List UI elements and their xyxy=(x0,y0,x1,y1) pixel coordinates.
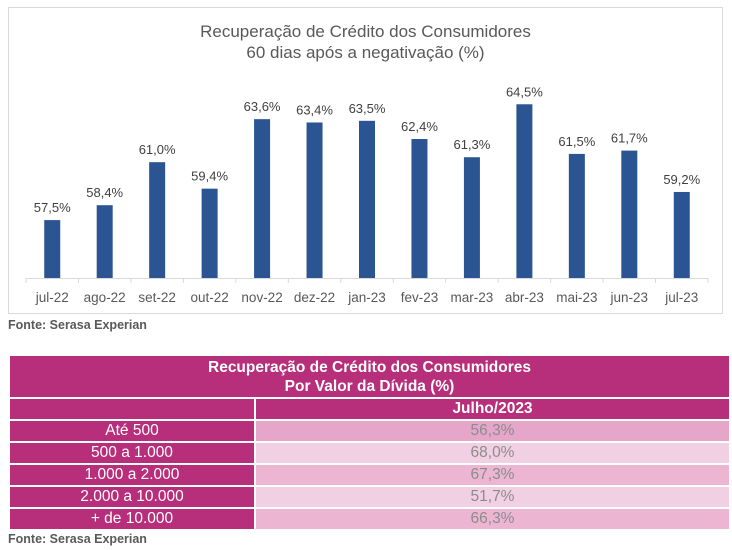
bar-ago-22 xyxy=(96,205,113,278)
row-label: Até 500 xyxy=(8,419,256,443)
data-label: 58,4% xyxy=(86,185,123,200)
table-corner-cell xyxy=(8,397,256,421)
bar-jul-23 xyxy=(673,191,690,278)
x-tick-label: jun-23 xyxy=(610,290,649,305)
bar-out-22 xyxy=(201,188,218,278)
bar-mai-23 xyxy=(568,153,585,278)
x-tick-label: nov-22 xyxy=(241,290,282,305)
data-label: 61,5% xyxy=(558,134,595,149)
bar-jan-23 xyxy=(359,120,375,279)
chart-title-line1: Recuperação de Crédito dos Consumidores xyxy=(200,22,531,41)
table-title-line2: Por Valor da Dívida (%) xyxy=(284,377,455,395)
x-tick-label: ago-22 xyxy=(84,290,126,305)
x-tick-label: abr-23 xyxy=(505,290,544,305)
bar-dez-22 xyxy=(306,122,323,279)
bar-abr-23 xyxy=(516,104,533,278)
chart-title: Recuperação de Crédito dos Consumidores … xyxy=(9,21,722,63)
x-tick-label: dez-22 xyxy=(294,290,335,305)
table-row: 500 a 1.000 68,0% xyxy=(8,441,731,465)
x-tick-label: jan-23 xyxy=(347,290,386,305)
row-label: 500 a 1.000 xyxy=(8,441,256,465)
data-label: 62,4% xyxy=(401,119,438,134)
data-label: 63,4% xyxy=(296,102,333,117)
row-value: 66,3% xyxy=(254,507,731,531)
row-label: 2.000 a 10.000 xyxy=(8,485,256,509)
table-row: Até 500 56,3% xyxy=(8,419,731,443)
x-tick-label: jul-22 xyxy=(35,290,69,305)
row-label: + de 10.000 xyxy=(8,507,256,531)
table-row: + de 10.000 66,3% xyxy=(8,507,731,531)
chart-container: Recuperação de Crédito dos Consumidores … xyxy=(8,7,723,314)
data-label: 61,7% xyxy=(611,131,648,146)
table-row: 2.000 a 10.000 51,7% xyxy=(8,485,731,509)
x-tick-label: jul-23 xyxy=(664,290,698,305)
data-label: 59,2% xyxy=(663,172,700,187)
table-title-line1: Recuperação de Crédito dos Consumidores xyxy=(208,358,531,376)
row-value: 68,0% xyxy=(254,441,731,465)
x-tick-label: out-22 xyxy=(190,290,228,305)
bar-mar-23 xyxy=(463,157,480,278)
x-tick-label: mar-23 xyxy=(451,290,494,305)
chart-source-note: Fonte: Serasa Experian xyxy=(8,318,147,332)
bar-chart: 57,5% jul-22 58,4% ago-22 61,0% set-22 59,4% ou… xyxy=(25,84,709,305)
data-label: 64,5% xyxy=(506,84,543,99)
bar-jul-22 xyxy=(44,220,61,278)
row-value: 56,3% xyxy=(254,419,731,443)
row-label: 1.000 a 2.000 xyxy=(8,463,256,487)
data-label: 61,3% xyxy=(453,137,490,152)
data-label: 63,6% xyxy=(244,99,281,114)
bar-jun-23 xyxy=(621,150,638,278)
x-tick-label: set-22 xyxy=(138,290,176,305)
data-label: 61,0% xyxy=(139,142,176,157)
data-label: 63,5% xyxy=(349,101,386,116)
table-source-note: Fonte: Serasa Experian xyxy=(8,532,147,546)
bar-set-22 xyxy=(149,162,166,278)
row-value: 67,3% xyxy=(254,463,731,487)
table-column-header: Julho/2023 xyxy=(254,397,731,421)
debt-recovery-table: Recuperação de Crédito dos Consumidores … xyxy=(8,354,731,531)
chart-subtitle: 60 dias após a negativação (%) xyxy=(246,43,485,62)
x-tick-label: mai-23 xyxy=(556,290,597,305)
bar-fev-23 xyxy=(411,139,428,278)
data-label: 59,4% xyxy=(191,169,228,184)
x-tick-label: fev-23 xyxy=(401,290,439,305)
row-value: 51,7% xyxy=(254,485,731,509)
table-row: 1.000 a 2.000 67,3% xyxy=(8,463,731,487)
data-label: 57,5% xyxy=(34,200,71,215)
bar-nov-22 xyxy=(254,119,271,278)
table-title: Recuperação de Crédito dos Consumidores … xyxy=(8,354,731,399)
